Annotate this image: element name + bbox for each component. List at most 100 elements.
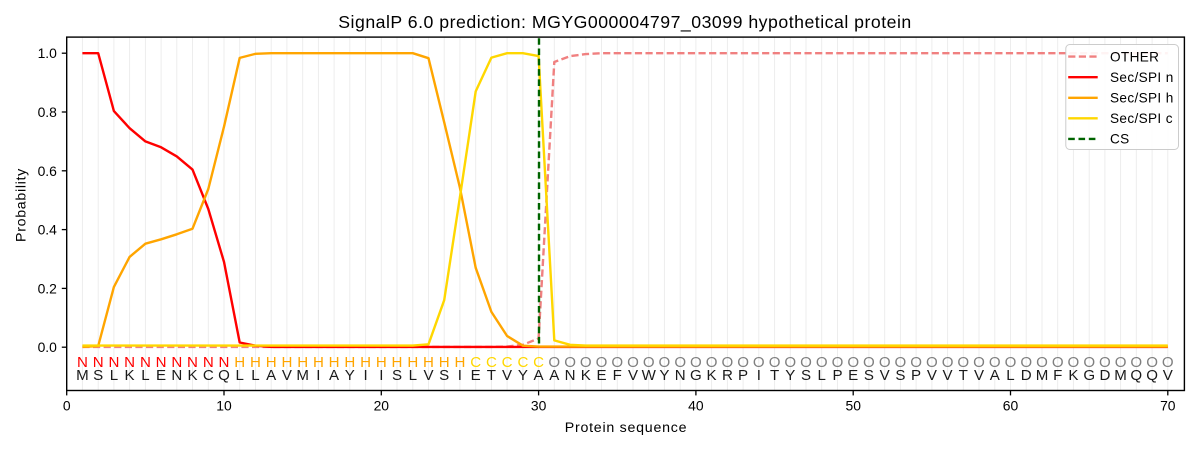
svg-text:O: O [973, 354, 985, 371]
svg-text:H: H [250, 354, 261, 371]
svg-text:O: O [863, 354, 875, 371]
svg-text:O: O [1162, 354, 1174, 371]
svg-text:G: G [690, 367, 702, 384]
svg-text:H: H [313, 354, 324, 371]
svg-text:0.0: 0.0 [38, 339, 58, 355]
svg-text:O: O [706, 354, 718, 371]
svg-text:O: O [832, 354, 844, 371]
svg-text:Y: Y [785, 367, 795, 384]
svg-text:E: E [471, 367, 481, 384]
svg-text:T: T [770, 367, 779, 384]
svg-text:Y: Y [345, 367, 355, 384]
svg-text:A: A [534, 367, 545, 384]
svg-text:Protein sequence: Protein sequence [565, 420, 687, 436]
svg-text:P: P [911, 367, 921, 384]
svg-text:P: P [738, 367, 748, 384]
svg-text:D: D [1021, 367, 1032, 384]
svg-text:OTHER: OTHER [1110, 49, 1159, 64]
svg-text:V: V [423, 367, 433, 384]
svg-text:S: S [801, 367, 811, 384]
svg-text:O: O [627, 354, 639, 371]
svg-text:O: O [1036, 354, 1048, 371]
svg-text:H: H [439, 354, 450, 371]
svg-text:Sec/SPI h: Sec/SPI h [1110, 91, 1174, 106]
svg-text:V: V [943, 367, 953, 384]
svg-text:E: E [596, 367, 606, 384]
svg-text:C: C [517, 354, 528, 371]
svg-text:20: 20 [374, 397, 390, 413]
svg-text:H: H [376, 354, 387, 371]
svg-text:0: 0 [63, 397, 71, 413]
svg-text:0.6: 0.6 [38, 163, 58, 179]
svg-text:A: A [329, 367, 340, 384]
svg-text:40: 40 [688, 397, 704, 413]
svg-text:Probability: Probability [14, 168, 30, 242]
svg-text:H: H [266, 354, 277, 371]
svg-text:H: H [281, 354, 292, 371]
svg-text:N: N [565, 367, 576, 384]
svg-text:Q: Q [1130, 367, 1142, 384]
svg-text:O: O [611, 354, 623, 371]
svg-text:L: L [817, 367, 825, 384]
svg-text:I: I [757, 367, 761, 384]
svg-text:H: H [392, 354, 403, 371]
svg-text:O: O [1068, 354, 1080, 371]
svg-text:10: 10 [216, 397, 232, 413]
svg-text:P: P [832, 367, 842, 384]
svg-text:O: O [910, 354, 922, 371]
svg-text:O: O [1115, 354, 1127, 371]
svg-text:K: K [707, 367, 717, 384]
svg-text:I: I [458, 367, 462, 384]
svg-text:O: O [1052, 354, 1064, 371]
svg-text:S: S [895, 367, 905, 384]
svg-text:O: O [784, 354, 796, 371]
svg-text:O: O [722, 354, 734, 371]
svg-text:H: H [297, 354, 308, 371]
svg-text:N: N [219, 354, 230, 371]
svg-text:S: S [93, 367, 103, 384]
svg-text:Q: Q [1146, 367, 1158, 384]
svg-text:O: O [1020, 354, 1032, 371]
svg-text:L: L [110, 367, 118, 384]
svg-text:O: O [690, 354, 702, 371]
svg-text:Y: Y [659, 367, 669, 384]
svg-text:S: S [439, 367, 449, 384]
svg-text:C: C [502, 354, 513, 371]
svg-text:O: O [1083, 354, 1095, 371]
svg-text:O: O [769, 354, 781, 371]
svg-text:0.2: 0.2 [38, 280, 58, 296]
svg-text:C: C [533, 354, 544, 371]
svg-text:CS: CS [1110, 132, 1130, 147]
svg-text:F: F [613, 367, 622, 384]
svg-text:O: O [879, 354, 891, 371]
svg-text:O: O [989, 354, 1001, 371]
svg-text:50: 50 [845, 397, 861, 413]
svg-text:M: M [296, 367, 309, 384]
svg-text:O: O [580, 354, 592, 371]
svg-text:O: O [643, 354, 655, 371]
svg-text:O: O [564, 354, 576, 371]
svg-text:SignalP 6.0 prediction: MGYG00: SignalP 6.0 prediction: MGYG000004797_03… [338, 12, 912, 33]
svg-text:H: H [344, 354, 355, 371]
svg-text:O: O [895, 354, 907, 371]
svg-text:30: 30 [531, 397, 547, 413]
svg-text:H: H [454, 354, 465, 371]
svg-text:E: E [156, 367, 166, 384]
svg-text:O: O [957, 354, 969, 371]
svg-text:N: N [187, 354, 198, 371]
svg-text:M: M [76, 367, 89, 384]
svg-text:A: A [990, 367, 1001, 384]
svg-text:O: O [816, 354, 828, 371]
svg-text:Sec/SPI c: Sec/SPI c [1110, 111, 1173, 126]
svg-text:L: L [409, 367, 417, 384]
svg-text:O: O [942, 354, 954, 371]
svg-text:A: A [266, 367, 277, 384]
svg-text:O: O [926, 354, 938, 371]
svg-text:M: M [1114, 367, 1127, 384]
svg-text:1.0: 1.0 [38, 45, 58, 61]
svg-text:G: G [1083, 367, 1095, 384]
svg-text:E: E [848, 367, 858, 384]
svg-text:K: K [581, 367, 591, 384]
svg-text:V: V [628, 367, 638, 384]
svg-text:F: F [1053, 367, 1062, 384]
